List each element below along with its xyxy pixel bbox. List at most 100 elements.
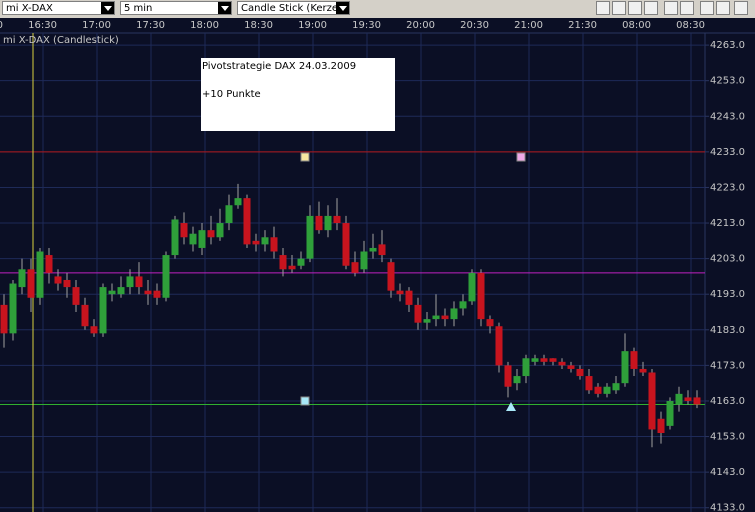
candle-body	[621, 351, 629, 384]
candle-body	[297, 258, 305, 266]
annotation-box	[201, 58, 395, 131]
interval-text: 5 min	[124, 3, 153, 14]
chart-type-text: Candle Stick (Kerze	[241, 3, 339, 14]
toolbar: mi X-DAX 5 min Candle Stick (Kerze	[0, 0, 755, 18]
candle-body	[72, 287, 80, 305]
line-handle[interactable]	[516, 152, 526, 162]
candle-body	[36, 251, 44, 298]
y-tick-label: 4193.0	[710, 289, 745, 300]
candle-body	[351, 262, 359, 273]
x-tick-label: 0	[0, 20, 3, 31]
candle-body	[576, 368, 584, 377]
candle-body	[657, 418, 665, 433]
candle-body	[459, 301, 467, 309]
candle-body	[315, 215, 323, 231]
candle-body	[324, 215, 332, 231]
tool-grid[interactable]	[680, 1, 694, 15]
settings[interactable]	[734, 1, 748, 15]
candle-body	[513, 376, 521, 384]
symbol-select[interactable]: mi X-DAX	[2, 1, 115, 15]
y-tick-label: 4213.0	[710, 218, 745, 229]
tool-arrow[interactable]	[664, 1, 678, 15]
y-tick-label: 4163.0	[710, 396, 745, 407]
x-tick-label: 17:30	[136, 20, 165, 31]
candle-body	[279, 255, 287, 270]
annotation-title: Pivotstrategie DAX 24.03.2009	[202, 61, 356, 72]
candle-body	[630, 351, 638, 369]
candle-body	[531, 358, 539, 362]
line-handle[interactable]	[300, 396, 310, 406]
candle-body	[342, 223, 350, 266]
candle-body	[126, 276, 134, 288]
candle-body	[261, 237, 269, 245]
candle-body	[396, 290, 404, 295]
candle-body	[522, 358, 530, 377]
candle-body	[666, 400, 674, 426]
candle-body	[486, 319, 494, 327]
candle-body	[198, 230, 206, 248]
tool-fib[interactable]	[612, 1, 626, 15]
interval-select[interactable]: 5 min	[120, 1, 232, 15]
candle-body	[405, 290, 413, 305]
candle-body	[207, 230, 215, 238]
candle-body	[225, 205, 233, 224]
y-tick-label: 4233.0	[710, 147, 745, 158]
candle-body	[450, 308, 458, 320]
candle-body	[90, 326, 98, 334]
candle-body	[0, 304, 8, 334]
line-handle[interactable]	[300, 152, 310, 162]
candle-body	[441, 315, 449, 320]
candle-body	[270, 237, 278, 252]
candle-body	[333, 215, 341, 224]
signal-marker	[506, 402, 516, 411]
candle-body	[54, 276, 62, 284]
tool-line[interactable]	[596, 1, 610, 15]
chart-type-select[interactable]: Candle Stick (Kerze	[237, 1, 350, 15]
candle-body	[18, 269, 26, 288]
tool-channel[interactable]	[628, 1, 642, 15]
y-tick-label: 4223.0	[710, 182, 745, 193]
candle-body	[540, 358, 548, 362]
x-tick-label: 08:30	[676, 20, 705, 31]
candle-body	[216, 223, 224, 238]
y-tick-label: 4183.0	[710, 325, 745, 336]
y-tick-label: 4203.0	[710, 254, 745, 265]
y-tick-label: 4173.0	[710, 360, 745, 371]
candle-body	[378, 244, 386, 256]
time-axis-band	[0, 18, 755, 33]
candle-body	[162, 255, 170, 298]
candle-body	[252, 240, 260, 245]
chart: mi X-DAX (Candlestick) Pivotstrategie DA…	[0, 18, 755, 512]
candle-body	[81, 304, 89, 327]
y-tick-label: 4243.0	[710, 111, 745, 122]
x-tick-label: 21:00	[514, 20, 543, 31]
tool-text[interactable]	[644, 1, 658, 15]
zoom-in[interactable]	[700, 1, 714, 15]
x-tick-label: 19:30	[352, 20, 381, 31]
candle-body	[675, 393, 683, 405]
symbol-text: mi X-DAX	[6, 3, 53, 14]
candle-body	[144, 290, 152, 295]
candle-body	[648, 372, 656, 430]
candle-body	[27, 269, 35, 298]
x-tick-label: 18:30	[244, 20, 273, 31]
candle-body	[423, 319, 431, 323]
candle-body	[117, 287, 125, 295]
candle-body	[684, 397, 692, 401]
x-tick-label: 19:00	[298, 20, 327, 31]
candle-body	[360, 251, 368, 270]
candle-body	[153, 290, 161, 298]
candle-body	[135, 276, 143, 288]
zoom-out[interactable]	[716, 1, 730, 15]
candle-body	[369, 247, 377, 252]
series-label: mi X-DAX (Candlestick)	[3, 35, 119, 46]
candle-body	[99, 287, 107, 334]
candle-body	[603, 386, 611, 394]
candle-body	[414, 304, 422, 323]
candle-body	[567, 365, 575, 369]
candle-body	[468, 272, 476, 302]
y-tick-label: 4143.0	[710, 467, 745, 478]
x-tick-label: 20:00	[406, 20, 435, 31]
x-tick-label: 18:00	[190, 20, 219, 31]
